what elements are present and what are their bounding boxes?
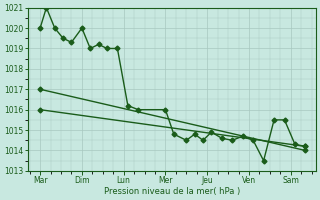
X-axis label: Pression niveau de la mer( hPa ): Pression niveau de la mer( hPa ): [104, 187, 240, 196]
